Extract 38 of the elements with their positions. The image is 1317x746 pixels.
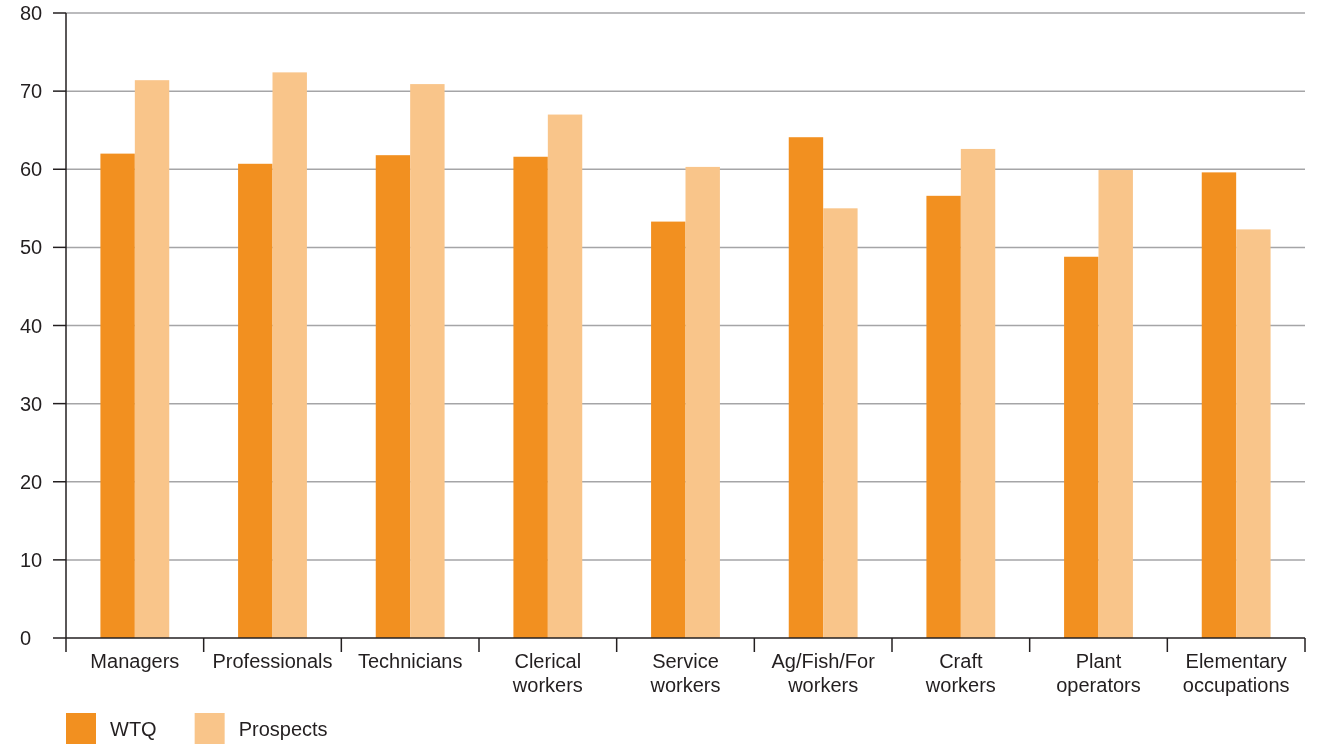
x-tick-label: Ag/Fish/For workers [771, 650, 876, 696]
bar [134, 80, 170, 638]
y-tick-label: 50 [20, 236, 43, 259]
bar [651, 221, 686, 638]
y-tick-label: 20 [20, 470, 43, 493]
bar [547, 114, 583, 638]
bar [1236, 229, 1271, 638]
bar [685, 166, 720, 638]
y-tick-label: 80 [20, 2, 43, 24]
x-tick-label: Elementary occupations [1182, 650, 1290, 696]
x-tick-label: Service workers [649, 650, 721, 696]
bar [410, 84, 445, 638]
bar [238, 163, 273, 638]
legend-label: WTQ [110, 718, 157, 740]
bar [1064, 256, 1099, 638]
y-tick-label: 40 [20, 314, 43, 337]
bar [1201, 172, 1237, 638]
y-tick-label: 70 [20, 80, 43, 103]
bar [788, 137, 824, 638]
y-tick-label: 10 [20, 548, 43, 571]
y-tick-label: 0 [20, 627, 32, 649]
bar [375, 155, 411, 638]
bar [100, 153, 135, 638]
y-tick-label: 30 [20, 392, 43, 415]
bar [960, 148, 996, 638]
x-tick-label: Technicians [357, 650, 463, 672]
legend-label: Prospects [238, 718, 328, 740]
x-tick-label: Managers [90, 650, 180, 672]
x-tick-label: Plant operators [1056, 650, 1141, 696]
x-tick-label: Craft workers [924, 650, 996, 696]
y-tick-label: 60 [20, 158, 43, 181]
x-tick-label: Clerical workers [511, 650, 583, 696]
bar [823, 208, 858, 638]
bar [272, 72, 307, 638]
x-tick-label: Professionals [212, 650, 333, 672]
bar [926, 195, 961, 638]
bar [513, 156, 548, 638]
bar [1098, 170, 1133, 638]
